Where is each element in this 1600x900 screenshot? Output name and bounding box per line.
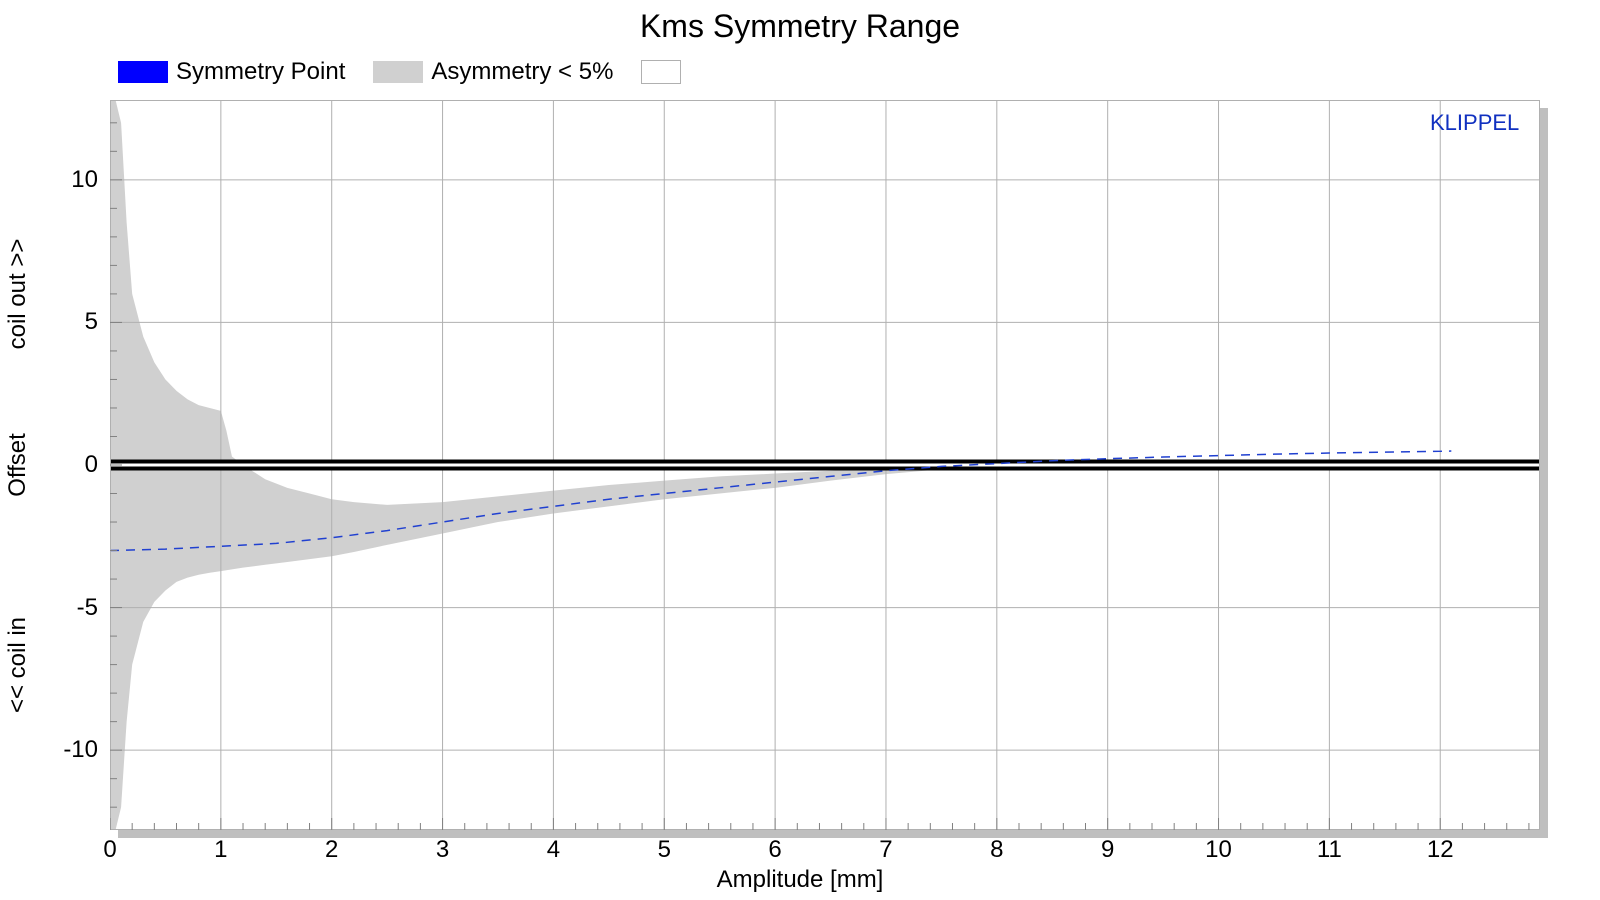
x-tick-label: 9 [1101, 836, 1114, 864]
x-tick-label: 0 [103, 836, 116, 864]
x-tick-label: 8 [990, 836, 1003, 864]
x-tick-label: 12 [1427, 836, 1454, 864]
legend-label-symmetry: Symmetry Point [176, 58, 345, 86]
y-tick-label: -5 [77, 594, 98, 622]
x-tick-label: 11 [1317, 836, 1342, 864]
y-axis-label-top: coil out >> [4, 239, 32, 350]
x-tick-label: 7 [879, 836, 892, 864]
chart-container: Kms Symmetry Range Symmetry Point Asymme… [0, 0, 1600, 900]
x-tick-label: 10 [1205, 836, 1232, 864]
legend-swatch-empty [641, 60, 681, 84]
x-tick-label: 5 [658, 836, 671, 864]
x-tick-label: 6 [768, 836, 781, 864]
plot-area [110, 100, 1550, 840]
x-tick-label: 3 [436, 836, 449, 864]
watermark-label: KLIPPEL [1430, 110, 1519, 136]
x-tick-label: 1 [214, 836, 227, 864]
legend-label-asymmetry: Asymmetry < 5% [431, 58, 613, 86]
y-tick-label: 10 [71, 166, 98, 194]
y-axis-label-bottom: << coil in [4, 617, 32, 713]
x-axis-label: Amplitude [mm] [0, 866, 1600, 894]
legend-swatch-asymmetry [373, 61, 423, 83]
y-tick-label: 0 [85, 451, 98, 479]
y-axis-label-center: Offset [4, 433, 32, 497]
x-tick-label: 2 [325, 836, 338, 864]
x-tick-label: 4 [547, 836, 560, 864]
legend-swatch-symmetry [118, 61, 168, 83]
y-tick-label: -10 [63, 736, 98, 764]
chart-title: Kms Symmetry Range [0, 8, 1600, 45]
y-tick-label: 5 [85, 308, 98, 336]
legend: Symmetry Point Asymmetry < 5% [118, 56, 689, 88]
